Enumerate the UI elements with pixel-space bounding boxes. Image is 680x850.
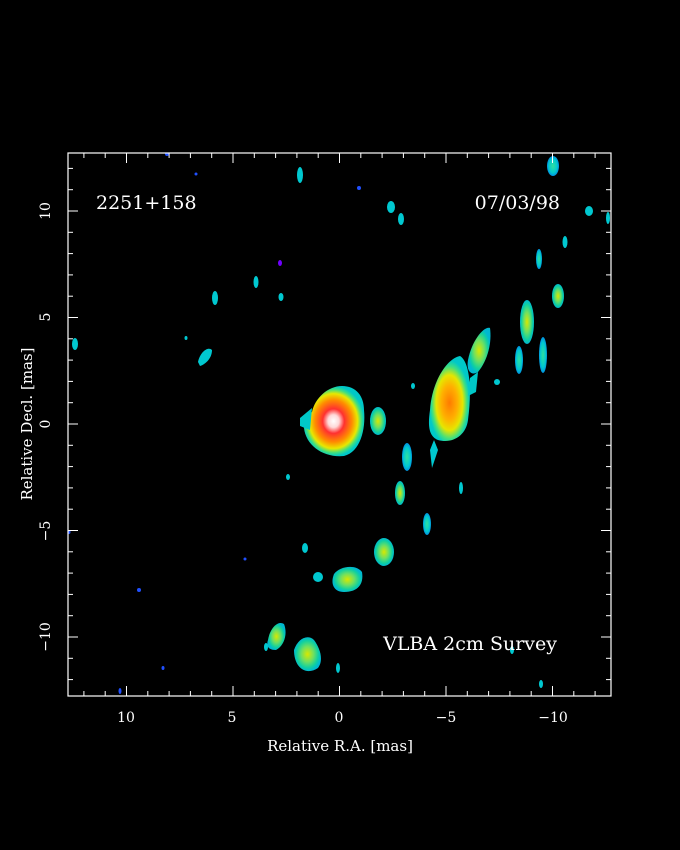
x-tick-label: 5 [228, 710, 237, 726]
x-tick-label: 0 [335, 710, 344, 726]
survey-label: VLBA 2cm Survey [382, 633, 557, 655]
x-axis-title: Relative R.A. [mas] [267, 737, 413, 755]
emission-map [68, 153, 610, 694]
jet-knot-main [428, 356, 470, 442]
southern-knot [374, 538, 394, 566]
y-tick-labels: 10 5 0 −5 −10 [38, 202, 54, 652]
x-tick-labels: 10 5 0 −5 −10 [117, 710, 568, 726]
source-label: 2251+158 [96, 192, 197, 214]
core-side-knot [370, 407, 386, 435]
x-tick-label: −5 [436, 710, 457, 726]
core-component [302, 386, 365, 457]
y-tick-label: 0 [38, 420, 54, 429]
y-tick-label: −5 [38, 521, 54, 542]
x-tick-label: −10 [538, 710, 568, 726]
plot-frame [67, 152, 612, 697]
y-tick-label: 5 [38, 313, 54, 322]
y-axis-title: Relative Decl. [mas] [18, 347, 36, 500]
jet-extension [467, 327, 491, 374]
date-label: 07/03/98 [475, 192, 560, 214]
y-tick-label: 10 [38, 202, 54, 220]
y-tick-label: −10 [38, 622, 54, 652]
x-tick-label: 10 [117, 710, 135, 726]
